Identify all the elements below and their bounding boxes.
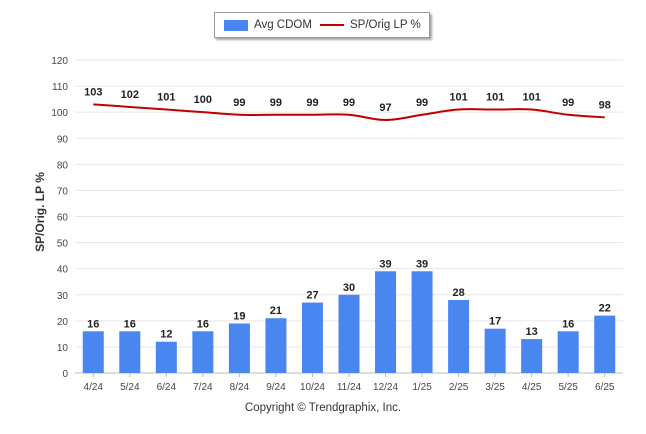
- line-value-label: 99: [306, 97, 318, 109]
- bar: [448, 299, 470, 373]
- y-tick-label: 50: [57, 239, 69, 250]
- y-tick-label: 80: [57, 160, 69, 171]
- legend-item-bar: Avg CDOM: [224, 13, 312, 37]
- bar-value-label: 16: [87, 318, 99, 330]
- x-tick-label: 5/24: [120, 382, 140, 393]
- bar-value-label: 16: [197, 318, 209, 330]
- y-tick-label: 10: [57, 343, 69, 354]
- y-tick-label: 60: [57, 213, 69, 224]
- bar: [338, 294, 360, 373]
- y-axis-title: SP/Orig. LP %: [33, 172, 47, 252]
- line-value-label: 102: [121, 89, 139, 101]
- legend-bar-label: Avg CDOM: [254, 19, 312, 31]
- y-tick-label: 90: [57, 134, 69, 145]
- y-tick-label: 0: [62, 369, 68, 380]
- y-axis-ticks: 0 10 20 30 40 50 60 70 80 90 100 110 120: [51, 56, 68, 380]
- bar-value-label: 19: [233, 310, 245, 322]
- y-tick-label: 40: [57, 265, 69, 276]
- bar-value-label: 28: [452, 287, 464, 299]
- bar: [301, 302, 323, 373]
- legend-line-swatch: [320, 24, 344, 26]
- legend-item-line: SP/Orig LP %: [320, 13, 421, 37]
- line-value-label: 101: [449, 92, 467, 104]
- bar-value-label: 17: [489, 316, 501, 328]
- line-series: [93, 103, 605, 121]
- y-tick-label: 20: [57, 317, 69, 328]
- x-tick-label: 8/24: [230, 382, 250, 393]
- bar: [521, 339, 543, 373]
- bar: [375, 271, 397, 373]
- bar-series: [82, 271, 616, 373]
- y-tick-label: 110: [52, 82, 68, 93]
- line-value-label: 100: [194, 94, 212, 106]
- bar-value-label: 16: [124, 318, 136, 330]
- bar-value-label: 39: [379, 258, 391, 270]
- x-tick-label: 3/25: [485, 382, 505, 393]
- bar: [155, 341, 177, 373]
- bar: [192, 331, 214, 373]
- bar-value-label: 21: [270, 305, 282, 317]
- y-tick-label: 30: [57, 291, 69, 302]
- x-axis-ticks: 4/24 5/24 6/24 7/24 8/24 9/24 10/24 11/24 12/24 1…: [84, 373, 615, 393]
- x-tick-label: 12/24: [373, 382, 398, 393]
- line-data-labels: 103 102 101 100 99 99 99 99 97 99 101 101 101 99 98: [84, 86, 611, 114]
- bar-value-label: 30: [343, 282, 355, 294]
- line-value-label: 99: [416, 97, 428, 109]
- line-value-label: 99: [233, 97, 245, 109]
- y-tick-label: 100: [51, 108, 68, 119]
- x-tick-label: 6/24: [157, 382, 177, 393]
- bar: [228, 323, 250, 373]
- x-tick-label: 1/25: [412, 382, 432, 393]
- line-value-label: 99: [270, 97, 282, 109]
- bar: [82, 331, 104, 373]
- bar-value-label: 22: [599, 303, 611, 315]
- x-tick-label: 7/24: [193, 382, 213, 393]
- bar-data-labels: 16 16 12 16 19 21 27 30 39 39 28 17 13 16 22: [87, 258, 611, 340]
- bar: [265, 318, 287, 373]
- line-value-label: 103: [84, 86, 102, 98]
- y-tick-label: 120: [51, 56, 68, 67]
- bar-value-label: 16: [562, 318, 574, 330]
- x-tick-label: 9/24: [266, 382, 286, 393]
- bar-value-label: 27: [306, 290, 318, 302]
- line-value-label: 101: [486, 92, 504, 104]
- y-tick-label: 70: [57, 186, 69, 197]
- line-value-label: 99: [562, 97, 574, 109]
- bar-value-label: 13: [526, 326, 538, 338]
- line-value-label: 98: [599, 99, 611, 111]
- x-tick-label: 10/24: [300, 382, 325, 393]
- x-tick-label: 4/25: [522, 382, 542, 393]
- x-tick-label: 6/25: [595, 382, 615, 393]
- legend: Avg CDOM SP/Orig LP %: [214, 12, 430, 38]
- bar: [411, 271, 433, 373]
- legend-line-label: SP/Orig LP %: [350, 19, 421, 31]
- line-value-label: 97: [379, 102, 391, 114]
- bar: [594, 315, 616, 373]
- bar: [119, 331, 141, 373]
- x-tick-label: 5/25: [558, 382, 578, 393]
- legend-bar-swatch: [224, 19, 248, 31]
- line-value-label: 99: [343, 97, 355, 109]
- line-value-label: 101: [522, 92, 540, 104]
- bar: [484, 328, 506, 373]
- line-value-label: 101: [157, 92, 175, 104]
- bar: [557, 331, 579, 373]
- line-path: [93, 103, 605, 121]
- grid-lines: [75, 59, 623, 374]
- bar-value-label: 12: [160, 329, 172, 341]
- copyright-footer: Copyright © Trendgraphix, Inc.: [244, 402, 402, 414]
- x-tick-label: 11/24: [337, 382, 362, 393]
- x-tick-label: 2/25: [449, 382, 469, 393]
- bar-value-label: 39: [416, 258, 428, 270]
- x-tick-label: 4/24: [84, 382, 104, 393]
